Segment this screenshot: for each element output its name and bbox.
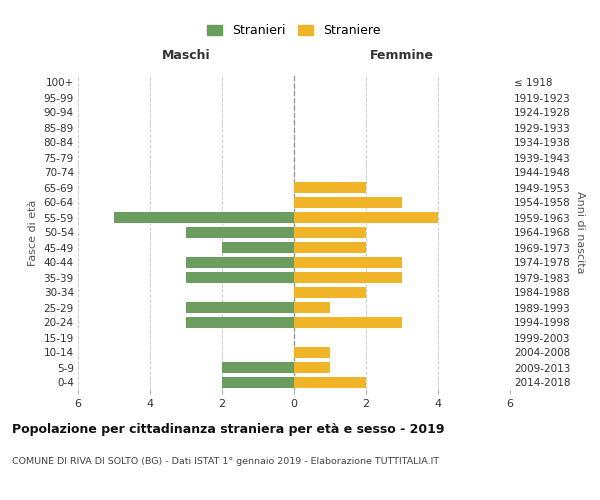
Bar — [294, 302, 330, 313]
Text: Maschi: Maschi — [161, 50, 211, 62]
Bar — [222, 242, 294, 253]
Text: Popolazione per cittadinanza straniera per età e sesso - 2019: Popolazione per cittadinanza straniera p… — [12, 422, 445, 436]
Bar — [294, 272, 402, 283]
Bar — [294, 362, 330, 373]
Bar — [294, 227, 366, 238]
Bar — [294, 242, 366, 253]
Bar — [294, 197, 402, 208]
Bar — [222, 377, 294, 388]
Bar — [186, 272, 294, 283]
Bar — [114, 212, 294, 223]
Bar — [186, 257, 294, 268]
Bar — [186, 317, 294, 328]
Text: COMUNE DI RIVA DI SOLTO (BG) - Dati ISTAT 1° gennaio 2019 - Elaborazione TUTTITA: COMUNE DI RIVA DI SOLTO (BG) - Dati ISTA… — [12, 458, 439, 466]
Bar — [294, 317, 402, 328]
Y-axis label: Fasce di età: Fasce di età — [28, 200, 38, 266]
Bar — [222, 362, 294, 373]
Bar — [294, 182, 366, 193]
Bar — [186, 227, 294, 238]
Bar — [294, 257, 402, 268]
Bar — [294, 347, 330, 358]
Legend: Stranieri, Straniere: Stranieri, Straniere — [207, 24, 381, 38]
Y-axis label: Anni di nascita: Anni di nascita — [575, 191, 585, 274]
Text: Femmine: Femmine — [370, 50, 434, 62]
Bar — [186, 302, 294, 313]
Bar — [294, 212, 438, 223]
Bar — [294, 377, 366, 388]
Bar — [294, 287, 366, 298]
